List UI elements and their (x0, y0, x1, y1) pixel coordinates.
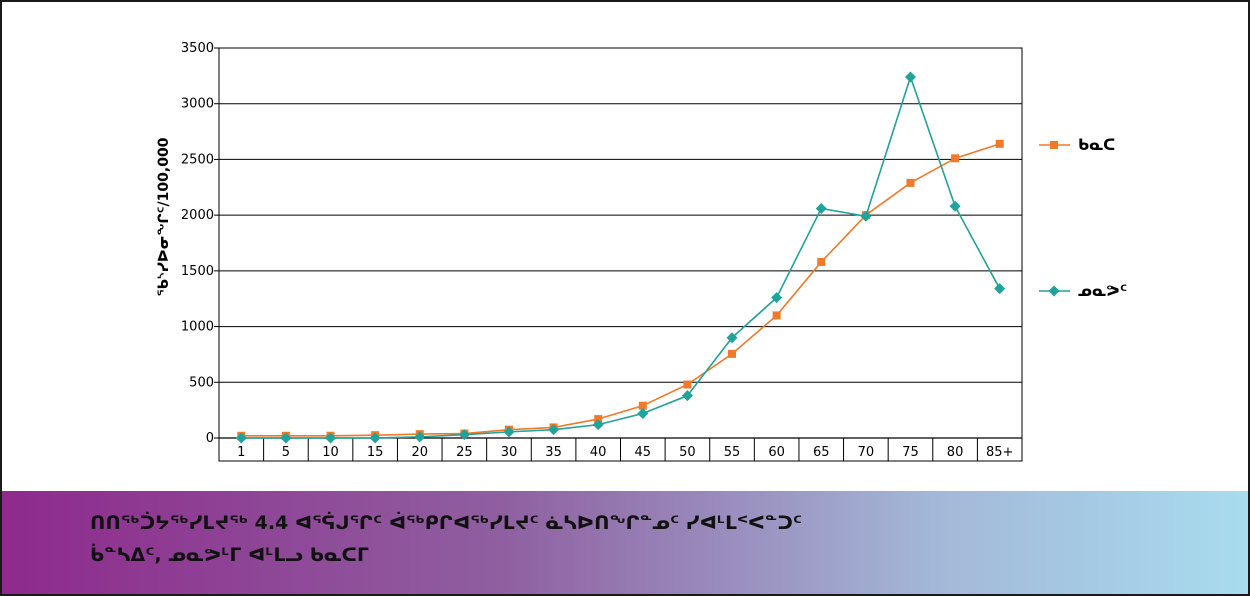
data-point (994, 283, 1006, 295)
x-tick-label: 15 (367, 445, 384, 460)
data-point (503, 426, 515, 438)
series-line (241, 143, 1000, 437)
x-tick-label: 30 (501, 445, 518, 460)
data-point (860, 210, 872, 222)
data-point (683, 380, 692, 389)
y-tick-label: 1500 (181, 264, 214, 279)
x-tick-label: 60 (768, 445, 785, 460)
x-tick-label: 80 (947, 445, 964, 460)
data-point (369, 432, 381, 444)
data-point (906, 178, 915, 187)
y-tick-label: 0 (206, 431, 214, 446)
caption-line-1: ᑎᑎᖅᑑᔭᖅᓯᒪᔪᖅ 4.4 ᐊᕐᕌᒍᕐᒋᑦ ᐋᖅᑭᒋᐊᖅᓯᒪᔪᑦ ᓈᓴᐅᑎᖏᓐ… (90, 512, 802, 534)
x-tick-label: 10 (322, 445, 339, 460)
data-point (414, 431, 426, 443)
y-axis-label: ᖃᔅᓯᐅᓂᖏᑦ/100,000 (156, 137, 172, 296)
y-tick-label: 2000 (181, 208, 214, 223)
data-point (815, 202, 827, 214)
x-tick-label: 65 (813, 445, 830, 460)
data-point (951, 154, 960, 163)
data-point (772, 311, 781, 320)
legend-label: ᑲᓇᑕ (1078, 136, 1115, 154)
x-tick-label: 1 (237, 445, 245, 460)
data-point (280, 432, 292, 444)
x-tick-label: 25 (456, 445, 473, 460)
data-point (681, 390, 693, 402)
x-tick-label: 75 (902, 445, 919, 460)
data-point (458, 429, 470, 441)
legend-label: ᓄᓇᕗᑦ (1078, 282, 1127, 300)
x-tick-label: 20 (411, 445, 428, 460)
data-point (949, 200, 961, 212)
data-point (325, 432, 337, 444)
caption-line-2: ᑳᓐᓴᐃᑦ, ᓄᓇᕗᒻᒥ ᐊᒻᒪᓗ ᑲᓇᑕᒥ (90, 544, 369, 566)
x-tick-label: 70 (858, 445, 875, 460)
x-tick-label: 40 (590, 445, 607, 460)
series-line (241, 74, 1001, 439)
data-point (592, 419, 604, 431)
y-tick-label: 3500 (181, 41, 214, 56)
data-point (235, 432, 247, 444)
plot-area (218, 47, 1023, 462)
data-point (817, 257, 826, 266)
x-tick-label: 55 (724, 445, 741, 460)
data-point (637, 407, 649, 419)
x-tick-label: 5 (282, 445, 290, 460)
data-point (548, 424, 560, 436)
data-point (904, 71, 916, 83)
x-tick-label: 50 (679, 445, 696, 460)
legend-marker (1050, 141, 1058, 149)
data-point (726, 332, 738, 344)
x-tick-label: 85+ (986, 445, 1013, 460)
y-tick-label: 3000 (181, 97, 214, 112)
y-tick-label: 500 (189, 375, 214, 390)
data-point (594, 415, 603, 424)
x-tick-label: 35 (545, 445, 562, 460)
y-tick-label: 1000 (181, 320, 214, 335)
data-point (995, 139, 1004, 148)
data-point (771, 292, 783, 304)
x-tick-label: 45 (635, 445, 652, 460)
legend-marker (1048, 285, 1060, 297)
data-point (638, 401, 647, 410)
y-tick-label: 2500 (181, 152, 214, 167)
data-point (728, 349, 737, 358)
figure-caption: ᑎᑎᖅᑑᔭᖅᓯᒪᔪᖅ 4.4 ᐊᕐᕌᒍᕐᒋᑦ ᐋᖅᑭᒋᐊᖅᓯᒪᔪᑦ ᓈᓴᐅᑎᖏᓐ… (2, 491, 1248, 594)
